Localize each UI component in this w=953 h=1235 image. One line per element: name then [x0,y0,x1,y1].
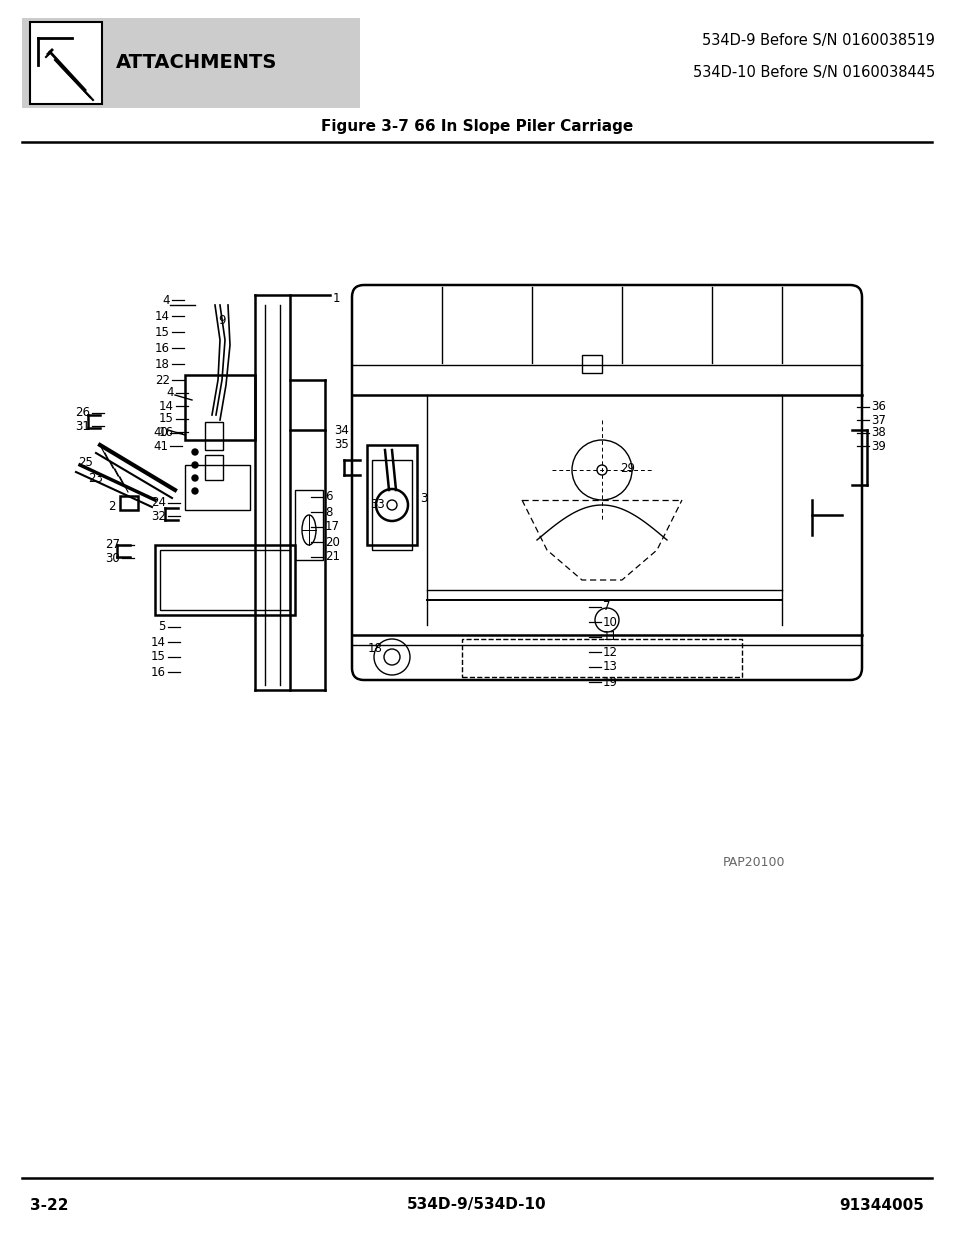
Text: ATTACHMENTS: ATTACHMENTS [116,53,277,72]
Bar [22,19,359,107]
Text: 18: 18 [368,641,382,655]
Circle shape [192,462,198,468]
Text: 33: 33 [370,499,384,511]
Text: 1: 1 [333,291,340,305]
Text: 9: 9 [218,314,225,326]
Text: 10: 10 [602,615,618,629]
Text: 18: 18 [155,357,170,370]
Text: 21: 21 [325,551,339,563]
Text: 16: 16 [154,342,170,354]
Text: 17: 17 [325,520,339,534]
Text: 19: 19 [602,676,618,688]
Text: 11: 11 [602,631,618,643]
Text: 3-22: 3-22 [30,1198,69,1213]
Text: 25: 25 [78,457,92,469]
Text: 12: 12 [602,646,618,658]
Text: 15: 15 [151,651,166,663]
Bar [294,490,323,559]
Text: 5: 5 [158,620,166,634]
Text: 37: 37 [870,414,885,426]
Text: 14: 14 [159,399,173,412]
Bar [205,454,223,480]
Circle shape [192,475,198,480]
Text: PAP20100: PAP20100 [722,856,784,868]
Bar [154,545,294,615]
Text: 26: 26 [75,406,90,420]
Text: 14: 14 [154,310,170,322]
Text: 4: 4 [162,294,170,306]
Text: 34: 34 [334,424,349,436]
Bar [120,496,138,510]
Text: 40: 40 [153,426,168,440]
Text: 20: 20 [325,536,339,548]
Text: 31: 31 [75,420,90,432]
Text: 16: 16 [151,666,166,678]
Text: 29: 29 [619,462,635,474]
Text: 36: 36 [870,400,885,414]
Text: 2: 2 [109,499,116,513]
FancyBboxPatch shape [352,285,862,680]
Text: 15: 15 [159,412,173,426]
Text: 38: 38 [870,426,884,440]
Text: 30: 30 [105,552,120,564]
Text: 23: 23 [88,472,103,484]
Circle shape [192,450,198,454]
Text: 14: 14 [151,636,166,648]
Text: 27: 27 [105,538,120,552]
Text: 91344005: 91344005 [839,1198,923,1213]
Bar [160,550,290,610]
Bar [205,422,223,450]
Text: 13: 13 [602,661,618,673]
Text: Figure 3-7 66 In Slope Piler Carriage: Figure 3-7 66 In Slope Piler Carriage [320,120,633,135]
Text: 24: 24 [151,496,166,510]
Text: 35: 35 [334,437,349,451]
Bar [367,445,416,545]
Text: 41: 41 [152,440,168,452]
Text: 534D-9 Before S/N 0160038519: 534D-9 Before S/N 0160038519 [701,32,934,47]
Text: 22: 22 [154,373,170,387]
Bar [581,354,601,373]
Text: 16: 16 [159,426,173,438]
Bar [372,459,412,550]
Circle shape [384,650,399,664]
Text: 4: 4 [167,387,173,399]
Text: 7: 7 [602,600,610,614]
Bar [185,375,254,440]
Text: 32: 32 [151,510,166,522]
Text: 39: 39 [870,440,885,452]
Bar [30,22,102,104]
Text: 534D-9/534D-10: 534D-9/534D-10 [407,1198,546,1213]
Text: 6: 6 [325,490,333,504]
Bar [185,466,250,510]
Text: 15: 15 [155,326,170,338]
Circle shape [192,488,198,494]
Text: 8: 8 [325,505,332,519]
Text: 534D-10 Before S/N 0160038445: 534D-10 Before S/N 0160038445 [692,64,934,79]
Text: 3: 3 [419,492,427,505]
